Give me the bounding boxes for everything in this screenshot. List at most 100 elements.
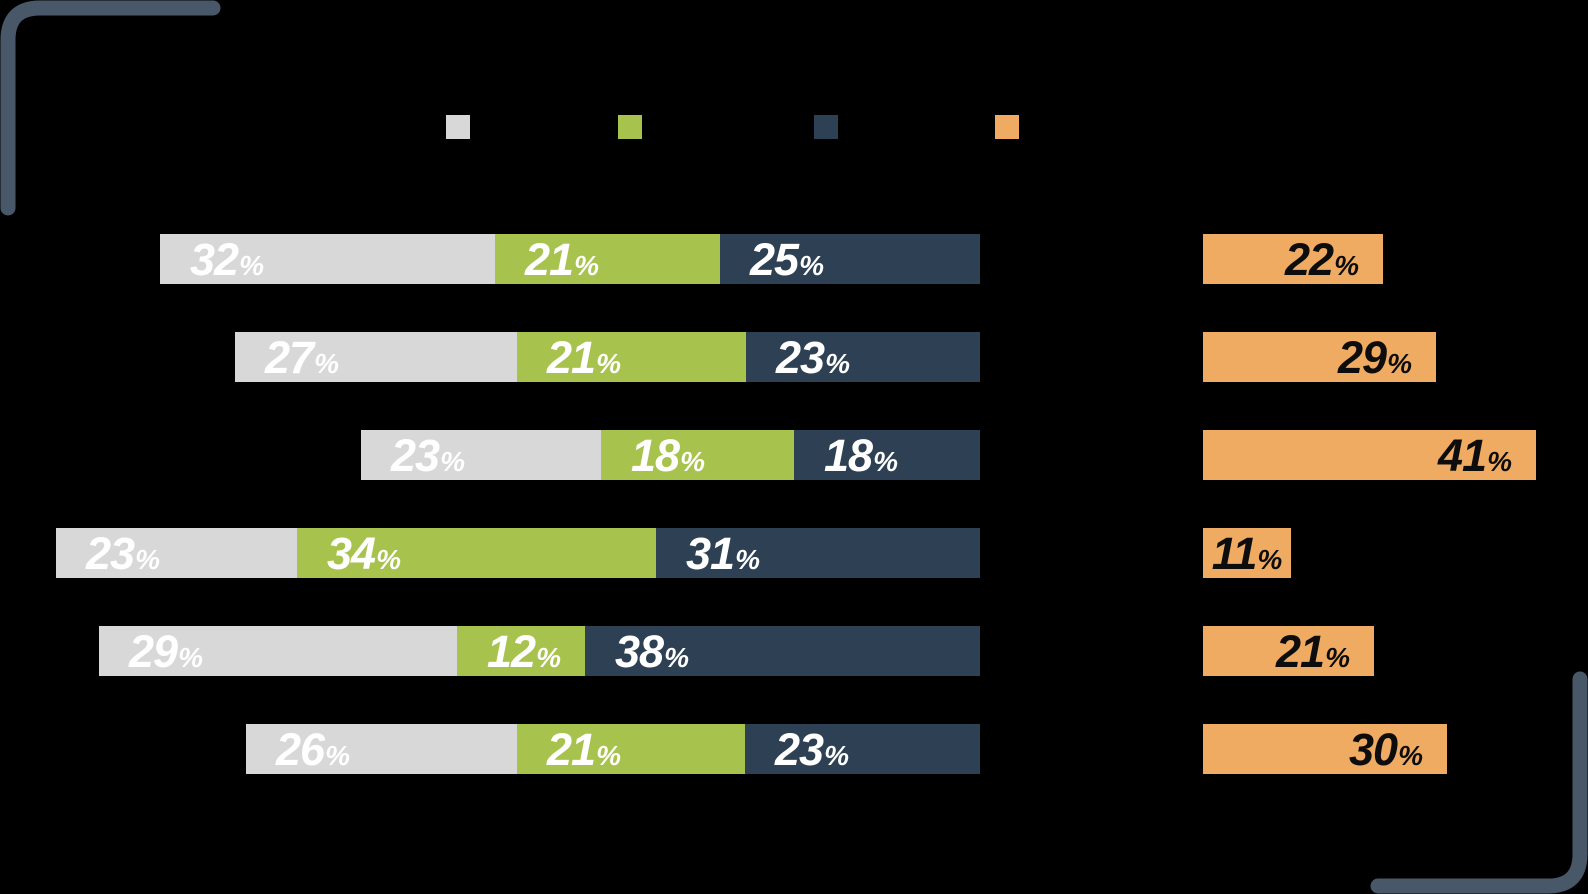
bar-value-label: 21% [1276,629,1350,674]
bar-value-label: 23% [391,433,465,478]
bar-value-label: 34% [327,531,401,576]
bar-value-number: 21 [1276,625,1325,677]
bar-value-number: 34 [327,527,376,579]
bar-value-number: 21 [547,331,596,383]
bar-value-number: 11 [1211,527,1258,579]
legend-swatch-green-icon [618,115,642,139]
percent-sign: % [178,641,203,673]
bar-value-number: 41 [1438,429,1487,481]
percent-sign: % [376,543,401,575]
percent-sign: % [1257,543,1283,575]
bar-value-number: 21 [547,723,596,775]
bar-value-label: 21% [547,727,621,772]
bar-value-number: 25 [750,233,799,285]
bar-value-number: 32 [190,233,239,285]
bar-segment-navy: 18% [794,430,980,480]
bar-value-number: 29 [1338,331,1387,383]
bar-segment-green: 18% [601,430,794,480]
bar-segment-green: 21% [517,332,746,382]
percent-sign: % [135,543,160,575]
bar-row-2: 27% 21% 23% 29% [0,332,1588,382]
bar-value-label: 31% [686,531,760,576]
bar-segment-gray: 32% [160,234,495,284]
percent-sign: % [596,347,621,379]
bar-value-label: 11% [1212,531,1283,576]
bar-segment-navy: 25% [720,234,980,284]
bar-segment-gray: 27% [235,332,517,382]
bar-value-label: 29% [1338,335,1412,380]
bar-value-label: 38% [615,629,689,674]
percent-sign: % [799,249,824,281]
bar-segment-navy: 31% [656,528,980,578]
bar-segment-gray: 23% [56,528,297,578]
percent-sign: % [873,445,898,477]
percent-sign: % [664,641,689,673]
bar-value-label: 26% [276,727,350,772]
bar-value-number: 38 [615,625,664,677]
bar-value-label: 27% [265,335,339,380]
bar-value-number: 22 [1285,233,1334,285]
bar-segment-gray: 26% [246,724,517,774]
percent-sign: % [1398,739,1423,771]
bar-value-label: 23% [86,531,160,576]
bar-segment-navy: 38% [585,626,980,676]
bar-row-3: 23% 18% 18% 41% [0,430,1588,480]
percent-sign: % [824,739,849,771]
bottom-right-corner-bracket-icon [1370,671,1588,894]
bar-value-label: 29% [129,629,203,674]
bar-value-number: 12 [487,625,536,677]
bar-value-number: 26 [276,723,325,775]
bar-segment-orange: 29% [1203,332,1436,382]
percent-sign: % [440,445,465,477]
legend-swatch-gray-icon [446,115,470,139]
bar-row-1: 32% 21% 25% 22% [0,234,1588,284]
bar-segment-green: 12% [457,626,585,676]
bar-row-5: 29% 12% 38% 21% [0,626,1588,676]
bar-segment-orange: 22% [1203,234,1383,284]
bar-value-number: 18 [631,429,680,481]
percent-sign: % [1334,249,1359,281]
bar-segment-green: 21% [495,234,720,284]
bar-segment-gray: 29% [99,626,457,676]
bar-value-number: 23 [86,527,135,579]
bar-segment-green: 21% [517,724,745,774]
percent-sign: % [825,347,850,379]
percent-sign: % [325,739,350,771]
bar-segment-orange: 30% [1203,724,1447,774]
bar-value-label: 25% [750,237,824,282]
bar-segment-orange: 21% [1203,626,1374,676]
percent-sign: % [1387,347,1412,379]
bar-segment-gray: 23% [361,430,601,480]
bar-value-label: 18% [824,433,898,478]
bar-row-4: 23% 34% 31% 11% [0,528,1588,578]
bar-value-label: 21% [547,335,621,380]
percent-sign: % [735,543,760,575]
bar-value-label: 18% [631,433,705,478]
bar-value-label: 41% [1438,433,1512,478]
bar-segment-green: 34% [297,528,656,578]
percent-sign: % [1325,641,1350,673]
percent-sign: % [1487,445,1512,477]
bar-value-label: 30% [1349,727,1423,772]
top-left-corner-bracket-icon [0,0,221,216]
percent-sign: % [574,249,599,281]
percent-sign: % [596,739,621,771]
bar-value-number: 18 [824,429,873,481]
bar-segment-navy: 23% [745,724,980,774]
bar-value-label: 32% [190,237,264,282]
bar-value-number: 31 [686,527,735,579]
bar-segment-orange: 11% [1203,528,1291,578]
bar-segment-navy: 23% [746,332,980,382]
bar-value-number: 30 [1349,723,1398,775]
bar-value-label: 21% [525,237,599,282]
bar-value-number: 23 [775,723,824,775]
bar-value-label: 22% [1285,237,1359,282]
legend-swatch-orange-icon [995,115,1019,139]
bar-value-number: 23 [391,429,440,481]
bar-value-number: 27 [265,331,314,383]
percent-sign: % [680,445,705,477]
bar-value-label: 23% [775,727,849,772]
bar-value-number: 21 [525,233,574,285]
bar-value-label: 23% [776,335,850,380]
